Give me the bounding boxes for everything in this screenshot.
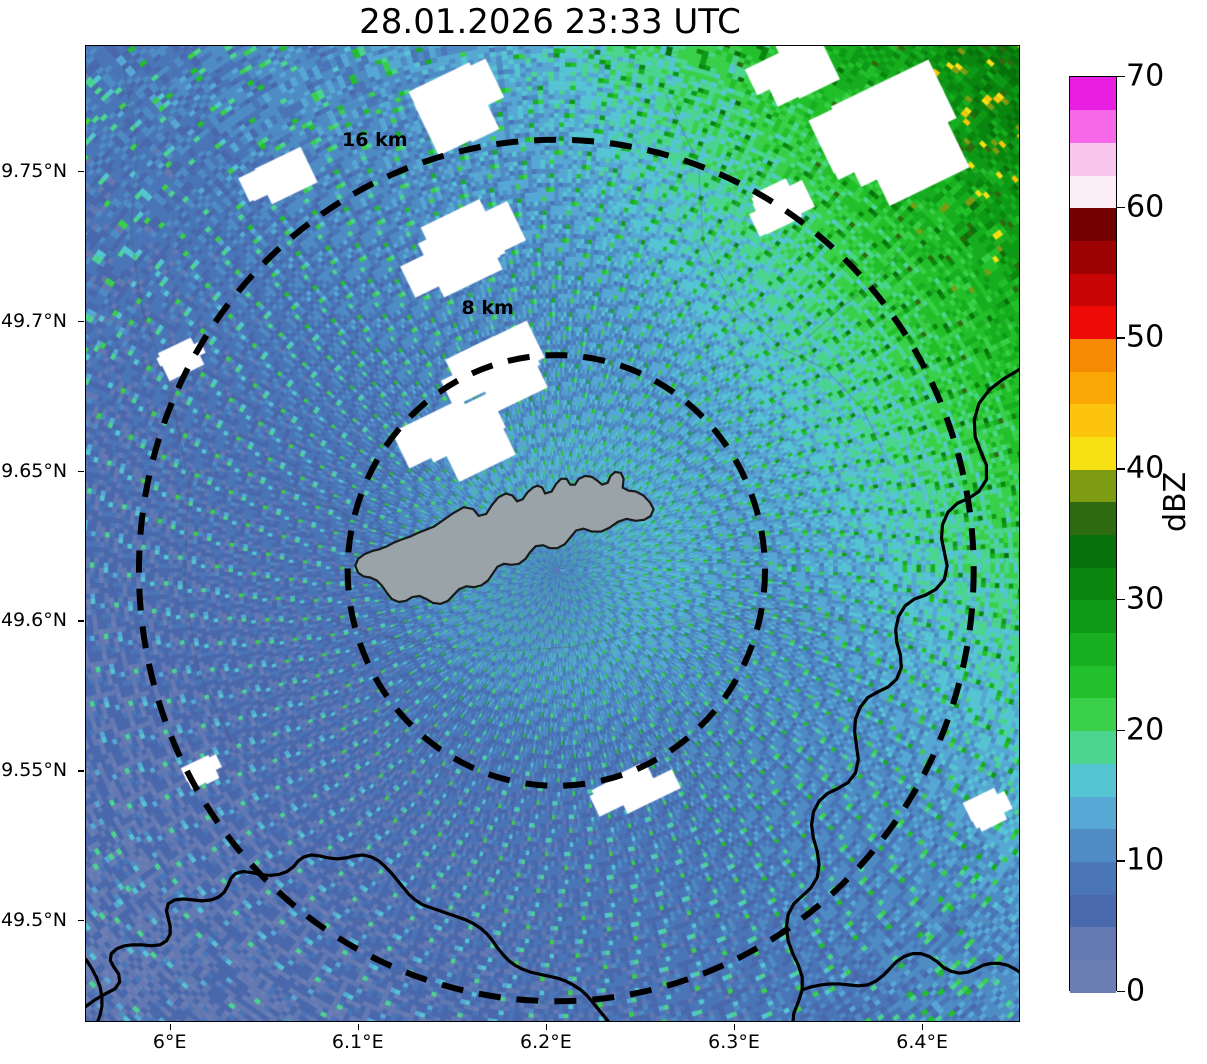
colorbar-band [1070,305,1116,340]
latitude-tick-label: 49.55°N [0,759,68,782]
southern-border [86,853,611,1021]
southeast-border [800,952,1019,992]
moselle-border-east [784,367,1019,1021]
colorbar-band [1070,371,1116,405]
longitude-tick-label: 6°E [152,1031,187,1053]
colorbar-band [1070,469,1116,503]
colorbar-tick-mark [1117,598,1125,601]
colorbar-band [1070,436,1116,470]
colorbar-tick-mark [1117,860,1125,862]
west-corner-border [86,957,104,1021]
latitude-tick-label: 49.7°N [0,309,67,332]
colorbar-tick-label: 70 [1126,58,1165,94]
radar-map-axes[interactable]: 8 km 16 km [85,45,1020,1022]
longitude-tick-mark [545,1024,548,1030]
map-overlay-layer [86,136,1019,1021]
colorbar-tick-mark [1117,468,1125,470]
colorbar-tick-label: 20 [1126,712,1165,748]
colorbar-tick-mark [1117,206,1125,209]
colorbar-band [1070,175,1116,209]
latitude-tick-mark [78,770,84,772]
colorbar-tick-mark [1117,76,1125,78]
latitude-tick-mark [78,320,84,322]
colorbar-band [1070,142,1116,176]
colorbar-band [1070,599,1116,634]
colorbar-band [1070,207,1116,241]
colorbar-tick-label: 0 [1126,973,1146,1009]
longitude-tick-mark [734,1024,736,1030]
latitude-tick-label: 49.65°N [0,459,68,482]
colorbar-tick-label: 30 [1126,581,1165,617]
latitude-axis: 49.75°N 49.7°N 49.65°N 49.6°N 49.55°N 49.5°N [0,45,84,1022]
colorbar-tick-mark [1117,991,1125,993]
colorbar-band [1070,959,1116,993]
colorbar-band [1070,567,1116,601]
colorbar-axis-label: dBZ [1158,471,1193,532]
longitude-tick-mark [169,1024,171,1030]
colorbar-band [1070,534,1116,568]
latitude-tick-label: 49.6°N [0,609,67,632]
latitude-tick-label: 49.5°N [0,909,67,932]
colorbar-band [1070,926,1116,960]
colorbar-band [1070,763,1116,797]
colorbar-band [1070,893,1116,928]
colorbar-band [1070,109,1116,143]
longitude-tick-mark [357,1024,360,1030]
longitude-tick-label: 6.4°E [896,1031,949,1053]
longitude-tick-label: 6.3°E [708,1031,760,1053]
colorbar-tick-mark [1117,337,1125,339]
latitude-tick-mark [78,470,84,472]
colorbar[interactable] [1069,76,1117,993]
colorbar-band [1070,861,1116,895]
longitude-tick-mark [922,1024,924,1030]
lake-polygon [354,470,655,605]
colorbar-tick-label: 50 [1126,319,1165,355]
colorbar-band [1070,665,1116,699]
colorbar-band [1070,273,1116,307]
colorbar-band [1070,632,1116,666]
latitude-tick-mark [78,920,84,922]
latitude-tick-label: 49.75°N [0,159,68,182]
longitude-tick-label: 6.2°E [520,1031,572,1053]
colorbar-tick-label: 60 [1126,189,1165,225]
colorbar-tick-mark [1117,729,1125,731]
colorbar-band [1070,730,1116,764]
range-ring-16km [135,136,977,1005]
page-title: 28.01.2026 23:33 UTC [359,2,741,42]
colorbar-band [1070,338,1116,372]
range-ring-8km [344,352,768,789]
colorbar-band [1070,795,1116,830]
latitude-tick-mark [78,170,84,173]
colorbar-band [1070,77,1116,111]
longitude-axis: 6°E 6.1°E 6.2°E 6.3°E 6.4°E [85,1024,1020,1061]
colorbar-band [1070,240,1116,274]
colorbar-tick-label: 10 [1126,842,1165,878]
latitude-tick-mark [78,620,84,622]
colorbar-band [1070,828,1116,862]
colorbar-band [1070,697,1116,732]
colorbar-band [1070,501,1116,536]
longitude-tick-label: 6.1°E [331,1031,384,1053]
colorbar-band [1070,403,1116,438]
